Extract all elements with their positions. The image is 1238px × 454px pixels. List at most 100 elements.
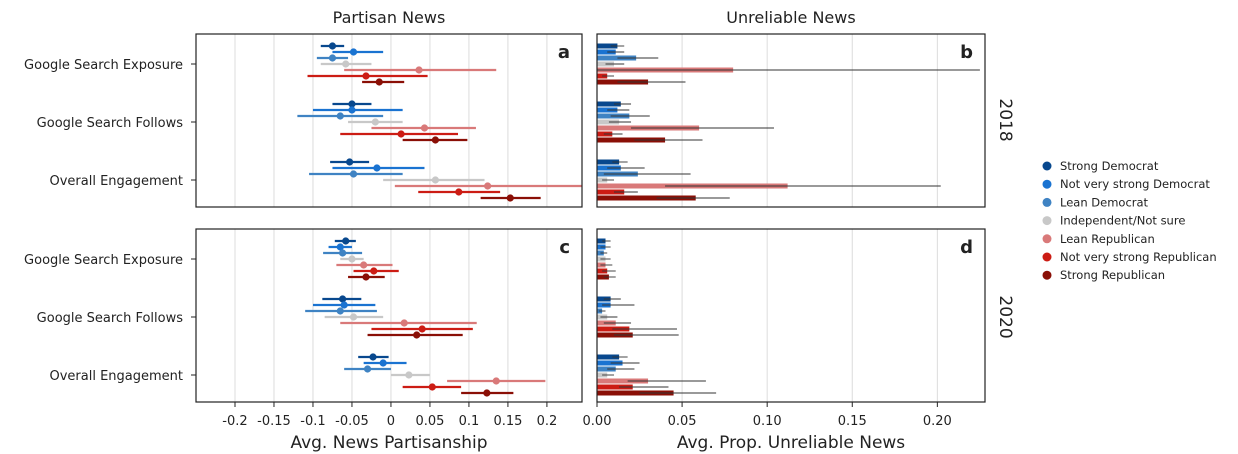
x-axis-label-unreliable: Avg. Prop. Unreliable News xyxy=(677,433,905,453)
point xyxy=(492,377,500,385)
point xyxy=(413,331,421,339)
category-label: Overall Engagement xyxy=(49,174,183,189)
panel-frames xyxy=(195,33,986,403)
point xyxy=(348,100,356,108)
legend-marker xyxy=(1042,179,1052,189)
category-label: Google Search Follows xyxy=(37,311,184,326)
point xyxy=(348,106,356,114)
legend-marker xyxy=(1042,197,1052,207)
legend-marker xyxy=(1042,270,1052,280)
x-tick-label: 0.05 xyxy=(668,414,697,429)
panel-frame xyxy=(596,33,986,208)
legend-entry: Strong Democrat xyxy=(1060,159,1159,173)
panel-letter: a xyxy=(558,42,570,63)
point xyxy=(375,78,383,86)
bar xyxy=(597,274,609,280)
x-tick-label: -0.2 xyxy=(222,414,247,429)
point xyxy=(405,371,413,379)
point xyxy=(363,365,372,373)
bar xyxy=(597,137,666,143)
point xyxy=(346,158,354,166)
category-labels: Google Search Exposure Google Search Foll… xyxy=(24,58,183,384)
bar xyxy=(597,119,620,125)
x-tick-label: 0.2 xyxy=(537,414,558,429)
column-title-partisan: Partisan News xyxy=(333,8,446,27)
point xyxy=(415,66,423,74)
bar xyxy=(597,101,621,107)
bar xyxy=(597,238,606,244)
x-tick-label: 0.15 xyxy=(838,414,867,429)
legend-entry: Lean Democrat xyxy=(1060,195,1149,209)
legend-marker xyxy=(1042,161,1052,171)
column-title-unreliable: Unreliable News xyxy=(726,8,855,27)
point xyxy=(431,136,439,144)
category-label: Google Search Exposure xyxy=(24,58,183,73)
legend: Strong Democrat Not very strong Democrat L… xyxy=(1042,159,1217,282)
point xyxy=(373,164,381,172)
bar xyxy=(597,390,674,396)
point xyxy=(336,243,344,251)
point xyxy=(506,194,514,202)
bar xyxy=(597,195,696,201)
x-tick-label: 0.1 xyxy=(459,414,480,429)
x-axis-label-partisan: Avg. News Partisanship xyxy=(290,433,487,453)
bar xyxy=(597,43,618,49)
point xyxy=(370,267,378,275)
gridlines xyxy=(234,34,938,402)
row-label-2018: 2018 xyxy=(995,98,1015,141)
panel-frame xyxy=(195,33,583,208)
bar xyxy=(597,384,633,390)
x-tick-label: -0.1 xyxy=(300,414,325,429)
point xyxy=(362,72,370,80)
legend-entry: Not very strong Democrat xyxy=(1060,177,1210,191)
point xyxy=(428,383,436,391)
x-tick-label: 0.15 xyxy=(493,414,522,429)
point xyxy=(418,325,426,333)
panel-frame xyxy=(195,228,583,403)
point xyxy=(342,60,350,68)
point xyxy=(455,188,463,196)
category-label: Google Search Follows xyxy=(37,116,184,131)
point xyxy=(483,389,491,397)
point xyxy=(328,42,337,50)
legend-marker xyxy=(1042,234,1052,244)
bar xyxy=(597,55,637,61)
x-tick-label: 0.00 xyxy=(583,414,612,429)
bar xyxy=(597,159,620,165)
point xyxy=(379,359,387,367)
bar xyxy=(597,366,616,372)
point xyxy=(360,261,368,269)
data-marks xyxy=(297,42,980,397)
row-label-2020: 2020 xyxy=(995,295,1015,338)
point xyxy=(339,295,347,303)
point xyxy=(349,313,358,321)
legend-marker xyxy=(1042,216,1052,226)
legend-entry: Lean Republican xyxy=(1060,232,1155,246)
legend-entry: Independent/Not sure xyxy=(1060,214,1185,228)
point xyxy=(340,301,348,309)
bar xyxy=(597,177,608,183)
bar xyxy=(597,268,608,274)
x-tick-label: -0.05 xyxy=(335,414,369,429)
legend-marker xyxy=(1042,252,1052,262)
point xyxy=(369,353,377,361)
legend-entry: Strong Republican xyxy=(1060,268,1165,282)
point xyxy=(348,255,356,263)
bar xyxy=(597,189,625,195)
legend-entry: Not very strong Republican xyxy=(1060,250,1217,264)
point xyxy=(371,118,379,126)
x-tick-label: 0.05 xyxy=(415,414,444,429)
point xyxy=(362,273,370,281)
bar xyxy=(597,360,623,366)
point xyxy=(431,176,439,184)
x-tick-label: -0.15 xyxy=(257,414,291,429)
panel-letters: a b c d xyxy=(558,42,973,258)
category-label: Overall Engagement xyxy=(49,369,183,384)
tick-labels: -0.2 -0.15 -0.1 -0.05 0 0.05 0.1 0.15 0.2 0.00 0.0… xyxy=(222,414,952,429)
point xyxy=(484,182,492,190)
point xyxy=(420,124,429,132)
panel-letter: b xyxy=(960,42,973,63)
point xyxy=(349,48,358,56)
tick-marks xyxy=(191,63,938,407)
